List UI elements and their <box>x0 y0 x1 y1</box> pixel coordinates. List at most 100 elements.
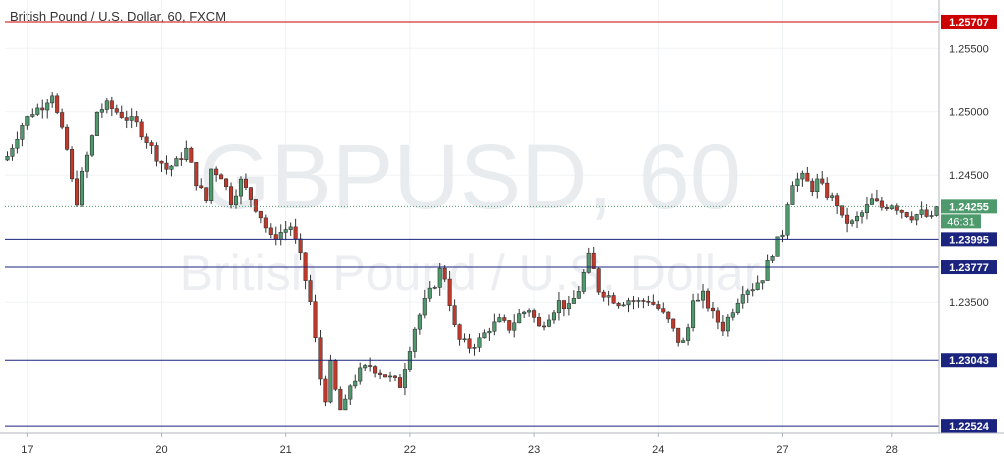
candle-body <box>462 338 467 341</box>
candle-body <box>323 378 328 403</box>
candle-body <box>472 347 477 349</box>
candle-body <box>899 210 904 213</box>
candle-body <box>914 214 919 221</box>
candle-body <box>169 165 174 170</box>
candle-body <box>333 360 338 390</box>
candle-body <box>99 109 104 113</box>
x-tick-label: 27 <box>776 444 788 456</box>
candle-body <box>154 145 159 162</box>
candle-body <box>298 238 303 254</box>
candle-body <box>134 116 139 123</box>
candle-body <box>601 291 606 298</box>
candle-body <box>810 180 815 192</box>
candle-body <box>194 162 199 187</box>
candle-body <box>477 337 482 348</box>
candle-body <box>651 301 656 305</box>
candle-body <box>785 204 790 236</box>
candle-body <box>25 116 30 126</box>
candle-body <box>238 178 244 197</box>
candle-body <box>65 126 70 150</box>
candle-body <box>631 300 636 302</box>
candle-body <box>313 301 318 339</box>
chart-title: British Pound / U.S. Dollar, 60, FXCM <box>10 9 227 24</box>
candle-body <box>661 308 666 313</box>
candle-body <box>696 299 701 302</box>
candle-body <box>611 295 616 304</box>
candle-body <box>268 227 273 235</box>
candle-body <box>417 314 422 330</box>
x-tick-label: 24 <box>652 444 664 456</box>
candle-body <box>641 300 646 302</box>
candle-body <box>209 168 214 201</box>
candle-body <box>840 205 845 216</box>
candle-body <box>825 182 830 198</box>
candle-body <box>909 216 914 221</box>
candle-body <box>15 139 20 149</box>
candle-body <box>864 204 870 214</box>
candle-body <box>447 278 452 306</box>
candle-body <box>174 158 179 167</box>
candle-body <box>815 178 820 192</box>
candle-body <box>576 291 581 299</box>
candle-body <box>338 388 343 411</box>
y-tick-label: 1.25500 <box>949 43 989 55</box>
level-label: 1.23043 <box>949 355 989 367</box>
level-label: 1.25707 <box>949 17 989 29</box>
candle-body <box>189 147 194 163</box>
candle-body <box>681 340 686 343</box>
candle-body <box>363 365 368 369</box>
candle-body <box>204 187 209 201</box>
horizontal-levels: 1.25707 1.23995 1.23777 1.23043 1.22524 1.242… <box>5 14 997 434</box>
x-tick-label: 22 <box>404 444 416 456</box>
candle-body <box>606 295 611 298</box>
candle-body <box>457 324 462 340</box>
candles <box>5 92 939 411</box>
candle-body <box>278 232 283 240</box>
candle-body <box>546 319 552 327</box>
candle-body <box>20 125 25 140</box>
candle-body <box>586 252 591 273</box>
candle-body <box>874 198 879 202</box>
candle-body <box>686 327 691 341</box>
candle-body <box>392 375 398 378</box>
candle-body <box>745 290 750 295</box>
candle-body <box>705 290 711 309</box>
candle-body <box>358 367 363 382</box>
candle-body <box>636 300 641 302</box>
candle-body <box>760 280 765 284</box>
countdown-label: 46:31 <box>947 216 975 228</box>
level-label-box <box>941 232 997 247</box>
candle-body <box>328 360 333 403</box>
candle-body <box>835 195 840 207</box>
candle-body <box>308 280 313 302</box>
candle-body <box>730 312 735 318</box>
candle-body <box>229 186 234 205</box>
candle-body <box>556 300 561 314</box>
candle-body <box>452 305 457 325</box>
candle-body <box>139 121 144 138</box>
candle-body <box>790 185 795 205</box>
y-tick-label: 1.23500 <box>949 297 989 309</box>
candle-body <box>119 111 124 118</box>
candle-body <box>378 372 383 375</box>
candle-body <box>820 178 825 184</box>
candle-body <box>368 365 373 367</box>
candle-body <box>432 287 437 289</box>
candle-body <box>715 310 720 323</box>
candle-body <box>258 210 263 219</box>
candle-body <box>502 317 507 321</box>
candle-body <box>626 300 631 306</box>
candle-body <box>89 135 94 156</box>
candle-body <box>621 304 626 307</box>
x-tick-label: 23 <box>528 444 540 456</box>
candle-body <box>70 149 75 180</box>
candle-body <box>283 229 288 233</box>
candle-body <box>273 234 278 240</box>
candle-body <box>5 155 10 161</box>
candle-body <box>353 380 358 387</box>
candle-body <box>735 302 740 314</box>
candle-body <box>233 195 239 205</box>
candle-body <box>854 216 860 222</box>
